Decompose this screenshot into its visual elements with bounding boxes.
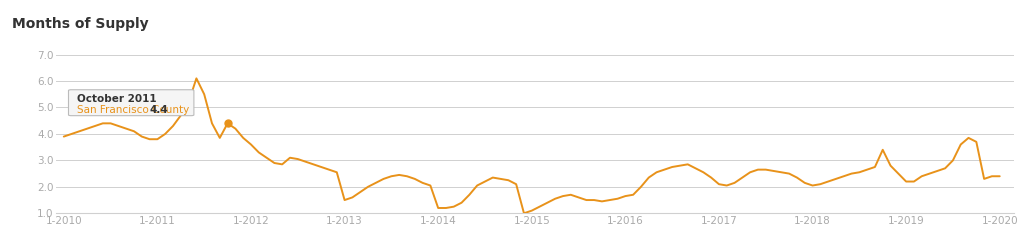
Text: 4.4: 4.4 (150, 105, 169, 115)
FancyBboxPatch shape (69, 90, 194, 116)
Text: San Francisco County: San Francisco County (77, 105, 196, 115)
Text: Months of Supply: Months of Supply (12, 17, 148, 31)
Text: October 2011: October 2011 (77, 94, 157, 104)
